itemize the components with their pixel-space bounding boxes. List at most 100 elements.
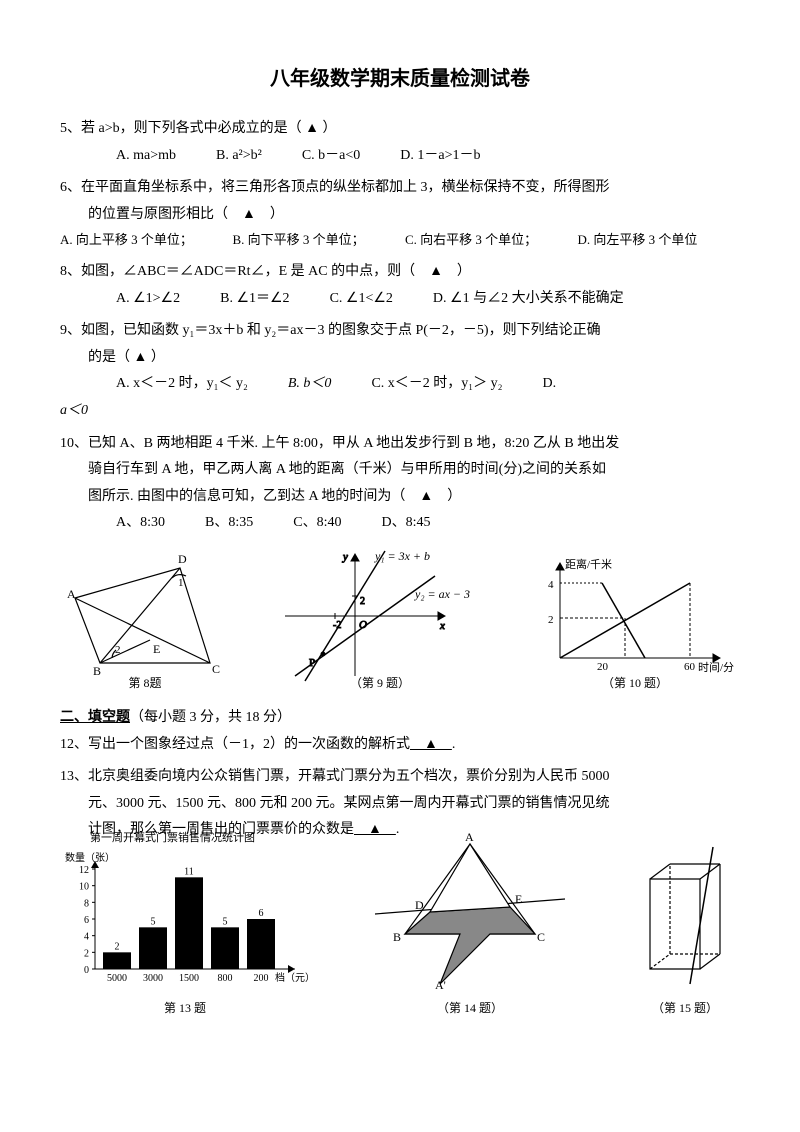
svg-text:时间/分: 时间/分 <box>698 661 734 674</box>
svg-text:4: 4 <box>548 579 554 591</box>
svg-text:5: 5 <box>223 917 228 928</box>
q6-opt-c: C. 向右平移 3 个单位； <box>405 228 568 253</box>
svg-text:E: E <box>153 642 160 656</box>
q10-stem2: 骑自行车到 A 地，甲乙两人离 A 地的距离（千米）与甲所用的时间(分)之间的关… <box>60 457 740 484</box>
q12-blank: ▲ <box>410 737 452 752</box>
svg-text:6: 6 <box>84 915 89 926</box>
svg-text:2: 2 <box>360 596 365 607</box>
q6-opt-a: A. 向上平移 3 个单位； <box>60 228 223 253</box>
svg-text:800: 800 <box>218 973 233 984</box>
svg-text:A': A' <box>435 978 446 989</box>
figure-9: x y O -2 2 P y₁ = 3x + b y₂ = ax − 3 （第 … <box>275 546 485 695</box>
svg-text:8: 8 <box>84 899 89 910</box>
svg-text:5: 5 <box>151 917 156 928</box>
svg-text:P: P <box>309 657 315 669</box>
q8-stem: 8、如图，∠ABC＝∠ADC＝Rt∠，E 是 AC 的中点，则（ ▲ ） <box>60 259 740 286</box>
q9-opt-b: B. b＜0 <box>288 371 332 398</box>
svg-text:A: A <box>67 587 76 601</box>
svg-text:10: 10 <box>79 882 89 893</box>
svg-text:距离/千米: 距离/千米 <box>565 557 612 571</box>
section-2-sub: （每小题 3 分，共 18 分） <box>130 710 291 725</box>
q10-opt-b: B、8:35 <box>205 510 253 537</box>
svg-text:数量（张）: 数量（张） <box>65 851 115 864</box>
svg-text:D: D <box>415 898 424 912</box>
svg-text:12: 12 <box>79 865 89 876</box>
q9-opt-a: A. x＜－2 时，y₁＜ y₂ <box>116 371 248 398</box>
chart13-title: 第一周开幕式门票销售情况统计图 <box>60 828 310 849</box>
fig14-caption: （第 14 题） <box>365 997 575 1020</box>
q9-options: A. x＜－2 时，y₁＜ y₂ B. b＜0 C. x＜－2 时，y₁＞ y₂… <box>60 371 740 398</box>
svg-text:C: C <box>212 662 220 676</box>
figure-8: A B C D E 1 2 第 8题 <box>60 548 230 695</box>
svg-text:4: 4 <box>84 932 89 943</box>
q8-opt-d: D. ∠1 与∠2 大小关系不能确定 <box>433 286 624 313</box>
svg-text:C: C <box>537 930 545 944</box>
q13-stem2: 元、3000 元、1500 元、800 元和 200 元。某网点第一周内开幕式门… <box>60 791 740 818</box>
q9-stem: 9、如图，已知函数 y₁＝3x＋b 和 y₂＝ax－3 的图象交于点 P(－2，… <box>60 318 740 345</box>
q9-opt-c: C. x＜－2 时，y₁＞ y₂ <box>371 371 502 398</box>
question-10: 10、已知 A、B 两地相距 4 千米. 上午 8:00，甲从 A 地出发步行到… <box>60 431 740 537</box>
q10-stem3: 图所示. 由图中的信息可知，乙到达 A 地的时间为（ ▲ ） <box>60 484 740 511</box>
q8-opt-b: B. ∠1＝∠2 <box>220 286 289 313</box>
q6-stem: 6、在平面直角坐标系中，将三角形各顶点的纵坐标都加上 3，横坐标保持不变，所得图… <box>60 175 740 202</box>
exam-title: 八年级数学期末质量检测试卷 <box>60 60 740 98</box>
q8-options: A. ∠1>∠2 B. ∠1＝∠2 C. ∠1<∠2 D. ∠1 与∠2 大小关… <box>60 286 740 313</box>
svg-text:2: 2 <box>548 614 554 626</box>
svg-text:200: 200 <box>254 973 269 984</box>
q8-opt-a: A. ∠1>∠2 <box>116 286 180 313</box>
figures-row-2: 第一周开幕式门票销售情况统计图 数量（张）0246810122500053000… <box>60 850 740 1020</box>
figure-14: A B C D E A' （第 14 题） <box>365 829 575 1020</box>
fig15-caption: （第 15 题） <box>630 997 740 1020</box>
svg-text:1500: 1500 <box>179 973 199 984</box>
question-6: 6、在平面直角坐标系中，将三角形各顶点的纵坐标都加上 3，横坐标保持不变，所得图… <box>60 175 740 253</box>
q5-options: A. ma>mb B. a²>b² C. b－a<0 D. 1－a>1－b <box>60 143 740 170</box>
svg-text:2: 2 <box>115 644 121 656</box>
q12-stem: 12、写出一个图象经过点（－1，2）的一次函数的解析式 <box>60 737 410 752</box>
q5-opt-b: B. a²>b² <box>216 143 262 170</box>
figure-10: 距离/千米 时间/分 4 2 20 60 （第 10 题） <box>530 548 740 695</box>
question-8: 8、如图，∠ABC＝∠ADC＝Rt∠，E 是 AC 的中点，则（ ▲ ） A. … <box>60 259 740 312</box>
svg-text:5000: 5000 <box>107 973 127 984</box>
fig13-caption: 第 13 题 <box>60 997 310 1020</box>
svg-text:0: 0 <box>84 965 89 976</box>
q10-stem: 10、已知 A、B 两地相距 4 千米. 上午 8:00，甲从 A 地出发步行到… <box>60 431 740 458</box>
svg-text:x: x <box>439 620 445 632</box>
svg-text:y: y <box>342 551 348 563</box>
question-5: 5、若 a>b，则下列各式中必成立的是（ ▲ ） A. ma>mb B. a²>… <box>60 116 740 169</box>
q9-opt-d: D. <box>543 371 557 398</box>
svg-text:档（元）: 档（元） <box>275 971 310 984</box>
section-2-head: 二、填空题（每小题 3 分，共 18 分） <box>60 705 740 732</box>
q9-tail: a＜0 <box>60 398 740 425</box>
q13-stem: 13、北京奥组委向境内公众销售门票，开幕式门票分为五个档次，票价分别为人民币 5… <box>60 764 740 791</box>
section-2-title: 二、填空题 <box>60 710 130 725</box>
q9-stem2: 的是（ ▲ ） <box>60 345 740 372</box>
figure-13-chart: 第一周开幕式门票销售情况统计图 数量（张）0246810122500053000… <box>60 828 310 1019</box>
svg-text:6: 6 <box>259 908 264 919</box>
q5-opt-c: C. b－a<0 <box>302 143 360 170</box>
svg-text:2: 2 <box>84 949 89 960</box>
svg-text:11: 11 <box>184 867 194 878</box>
svg-text:60: 60 <box>684 661 696 673</box>
svg-text:B: B <box>93 664 101 678</box>
svg-text:y₁ = 3x + b: y₁ = 3x + b <box>374 549 430 563</box>
q10-opt-d: D、8:45 <box>381 510 430 537</box>
q5-stem: 5、若 a>b，则下列各式中必成立的是（ ▲ ） <box>60 116 740 143</box>
svg-text:B: B <box>393 930 401 944</box>
figure-15: （第 15 题） <box>630 839 740 1020</box>
q10-options: A、8:30 B、8:35 C、8:40 D、8:45 <box>60 510 740 537</box>
q10-opt-c: C、8:40 <box>293 510 341 537</box>
question-9: 9、如图，已知函数 y₁＝3x＋b 和 y₂＝ax－3 的图象交于点 P(－2，… <box>60 318 740 424</box>
chart13-svg: 数量（张）024681012250005300011150058006200档（… <box>60 849 310 989</box>
q6-opt-b: B. 向下平移 3 个单位； <box>233 228 396 253</box>
question-12: 12、写出一个图象经过点（－1，2）的一次函数的解析式 ▲ . <box>60 732 740 759</box>
q5-opt-a: A. ma>mb <box>116 143 176 170</box>
svg-text:2: 2 <box>115 942 120 953</box>
svg-text:1: 1 <box>178 577 184 589</box>
q6-stem2: 的位置与原图形相比（ ▲ ） <box>60 202 740 229</box>
svg-text:E: E <box>515 892 522 906</box>
svg-text:A: A <box>465 830 474 844</box>
svg-text:D: D <box>178 552 187 566</box>
figures-row-1: A B C D E 1 2 第 8题 x y O -2 2 <box>60 545 740 695</box>
q8-opt-c: C. ∠1<∠2 <box>330 286 393 313</box>
q12-tail: . <box>452 737 456 752</box>
